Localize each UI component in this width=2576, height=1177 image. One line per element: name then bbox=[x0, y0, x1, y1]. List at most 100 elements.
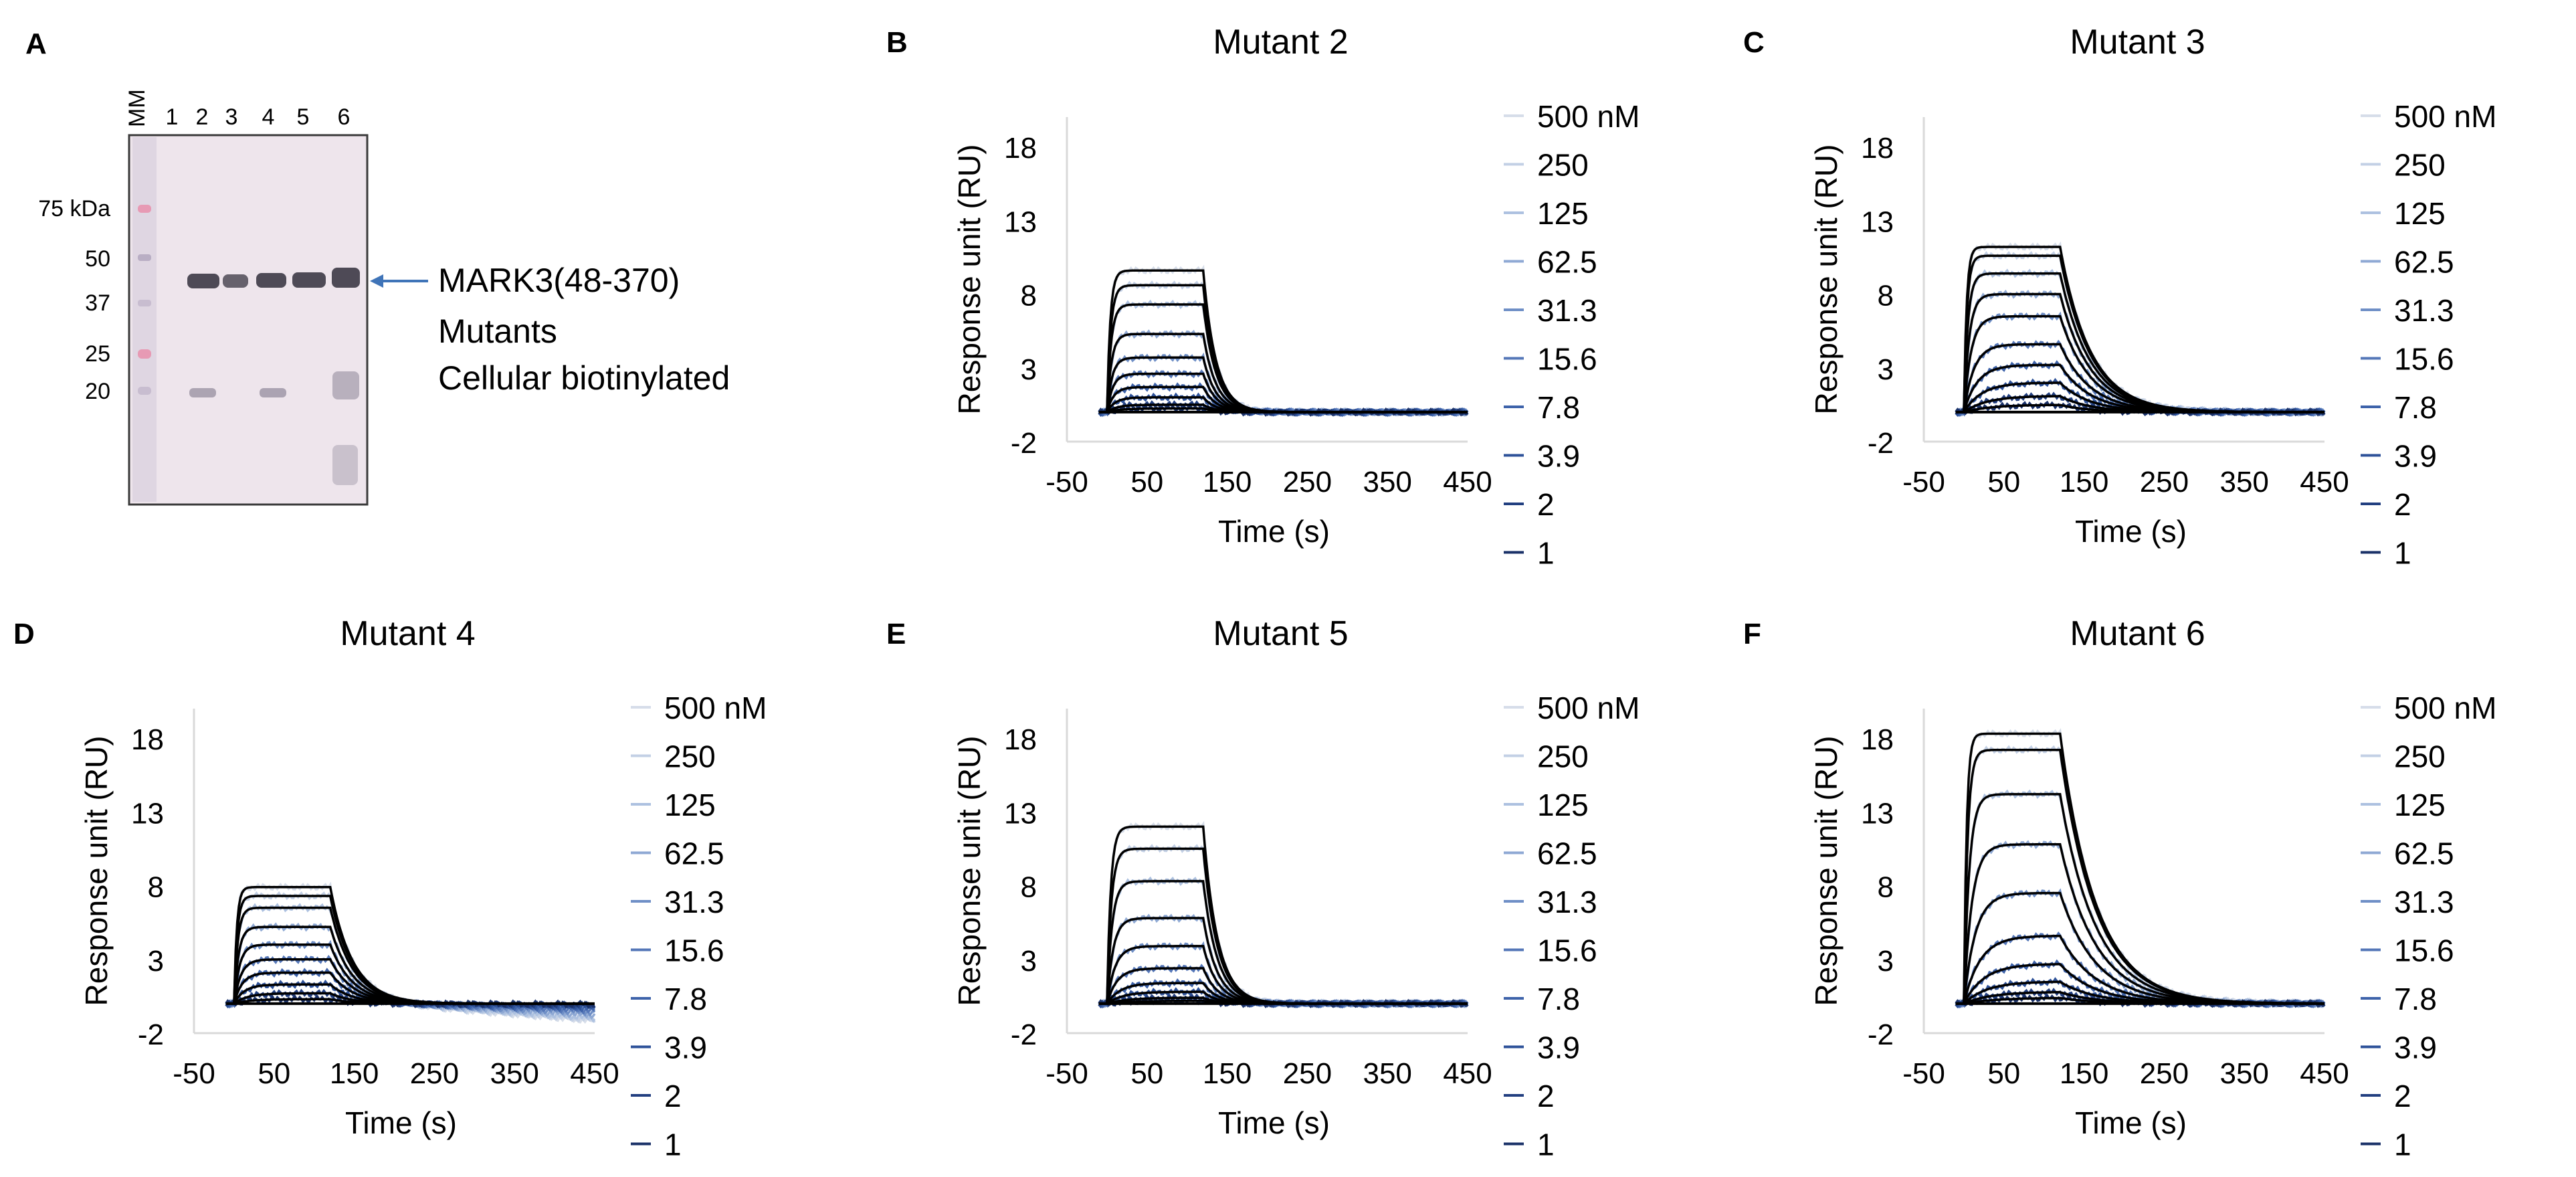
y-tick-label: 13 bbox=[1861, 797, 1894, 830]
legend-label: 125 bbox=[1537, 196, 1589, 231]
annotation-biotinylated: Cellular biotinylated bbox=[438, 359, 730, 397]
x-tick-label: 150 bbox=[2060, 466, 2108, 499]
band-arrow-head bbox=[370, 274, 383, 288]
x-tick-label: 350 bbox=[1363, 466, 1411, 499]
legend-label: 15.6 bbox=[664, 933, 724, 968]
legend-label: 500 nM bbox=[2394, 99, 2496, 134]
y-tick-label: 13 bbox=[1004, 205, 1037, 238]
fit-curve-250 bbox=[225, 895, 595, 1005]
marker-lane bbox=[132, 137, 157, 502]
panel-letter-f: F bbox=[1743, 618, 1761, 650]
x-tick-label: 150 bbox=[1203, 466, 1252, 499]
y-tick-label: -2 bbox=[1011, 427, 1037, 460]
x-tick-label: 250 bbox=[2140, 466, 2189, 499]
marker-label-75: 75 kDa bbox=[38, 196, 110, 221]
legend-label: 7.8 bbox=[1537, 982, 1580, 1016]
lane-label-5: 5 bbox=[297, 104, 310, 130]
x-tick-label: 150 bbox=[330, 1057, 379, 1090]
lane-label-6: 6 bbox=[338, 104, 351, 130]
legend-label: 250 bbox=[1537, 148, 1589, 183]
x-tick-label: -50 bbox=[1046, 466, 1088, 499]
legend-label: 250 bbox=[1537, 739, 1589, 774]
fit-curve-500-nM bbox=[1955, 732, 2324, 1005]
x-tick-label: 250 bbox=[1283, 466, 1332, 499]
y-tick-label: 18 bbox=[1861, 132, 1894, 165]
legend-label: 62.5 bbox=[2394, 245, 2454, 280]
blot-annotation: MARK3(48-370) Mutants Cellular biotinyla… bbox=[438, 262, 730, 397]
legend-label: 3.9 bbox=[2394, 439, 2437, 474]
legend-label: 15.6 bbox=[2394, 933, 2454, 968]
data-series-500-nM bbox=[1098, 820, 1469, 1008]
legend-label: 2 bbox=[2394, 487, 2411, 522]
x-tick-label: 350 bbox=[2219, 1057, 2268, 1090]
legend-label: 125 bbox=[2394, 788, 2446, 822]
x-tick-label: 250 bbox=[410, 1057, 459, 1090]
panel-letter-d: D bbox=[13, 618, 35, 650]
y-tick-label: -2 bbox=[1011, 1018, 1037, 1051]
lane-label-mm: MM bbox=[124, 89, 150, 127]
lower-band-lane-6 bbox=[332, 371, 359, 399]
x-tick-label: 450 bbox=[2300, 1057, 2349, 1090]
legend-label: 2 bbox=[1537, 1079, 1555, 1113]
y-tick-label: 3 bbox=[1878, 353, 1894, 386]
chart-title: Mutant 3 bbox=[2070, 23, 2205, 62]
panel-f: F Mutant 6 18 13 8 3 -2-50 50 150 250 350 450 Time (… bbox=[1743, 614, 2496, 1162]
marker-band-75 bbox=[138, 205, 151, 213]
y-axis-label: Response unit (RU) bbox=[1809, 736, 1844, 1006]
legend-label: 7.8 bbox=[664, 982, 707, 1016]
x-tick-label: 250 bbox=[2140, 1057, 2189, 1090]
x-tick-label: -50 bbox=[173, 1057, 215, 1090]
legend-label: 500 nM bbox=[2394, 691, 2496, 725]
panel-letter-e: E bbox=[886, 618, 906, 650]
x-tick-label: 450 bbox=[570, 1057, 619, 1090]
panel-letter-a: A bbox=[25, 27, 47, 60]
legend-label: 62.5 bbox=[1537, 245, 1597, 280]
chart-title: Mutant 6 bbox=[2070, 614, 2205, 653]
legend-label: 500 nM bbox=[1537, 691, 1640, 725]
data-series-125 bbox=[1955, 268, 2326, 418]
legend-label: 125 bbox=[1537, 788, 1589, 822]
band-lane-2 bbox=[187, 274, 219, 288]
band-lane-4 bbox=[256, 273, 286, 288]
panel-b: B Mutant 2 18 13 8 3 -2 -50 50 150 250 350 450 Time (… bbox=[886, 23, 1640, 571]
legend-label: 15.6 bbox=[1537, 933, 1597, 968]
legend-label: 7.8 bbox=[2394, 390, 2437, 425]
legend-label: 31.3 bbox=[664, 885, 724, 919]
data-series-500-nM bbox=[1955, 241, 2326, 417]
x-tick-label: 450 bbox=[1443, 466, 1492, 499]
y-tick-label: 3 bbox=[1021, 945, 1037, 978]
legend-label: 250 bbox=[664, 739, 716, 774]
legend-label: 31.3 bbox=[2394, 293, 2454, 328]
marker-band-20 bbox=[138, 387, 151, 395]
lane-label-4: 4 bbox=[262, 104, 275, 130]
chart-title: Mutant 2 bbox=[1213, 23, 1348, 62]
y-tick-label: -2 bbox=[1868, 1018, 1894, 1051]
fit-curve-500-nM bbox=[1098, 825, 1468, 1005]
marker-label-20: 20 bbox=[85, 379, 110, 404]
x-tick-label: -50 bbox=[1902, 1057, 1945, 1090]
fit-curve-250 bbox=[1955, 254, 2324, 414]
legend-label: 1 bbox=[1537, 536, 1555, 571]
protein-bands bbox=[187, 268, 360, 288]
legend-label: 7.8 bbox=[1537, 390, 1580, 425]
smear-lane-6 bbox=[332, 445, 358, 485]
panel-e: E Mutant 5 18 13 8 3 -2 -50 50 150 250 350 450 Time (… bbox=[886, 614, 1640, 1162]
legend-label: 3.9 bbox=[664, 1030, 707, 1065]
marker-label-25: 25 bbox=[85, 341, 110, 367]
legend-label: 62.5 bbox=[2394, 836, 2454, 871]
y-tick-label: 3 bbox=[1021, 353, 1037, 386]
data-series-125 bbox=[1098, 876, 1469, 1009]
y-tick-label: 18 bbox=[1004, 723, 1037, 756]
x-tick-label: -50 bbox=[1902, 466, 1945, 499]
x-axis-label: Time (s) bbox=[1218, 514, 1330, 549]
lower-band-lane-2 bbox=[189, 388, 216, 397]
x-tick-label: 50 bbox=[1130, 466, 1163, 499]
x-tick-label: 450 bbox=[2300, 466, 2349, 499]
lane-label-3: 3 bbox=[225, 104, 238, 130]
legend-label: 1 bbox=[2394, 536, 2411, 571]
panel-d: D Mutant 4 18 13 8 3 -2 -50 50 150 250 350 450 Time (… bbox=[13, 614, 767, 1162]
legend-label: 125 bbox=[2394, 196, 2446, 231]
blot-membrane bbox=[128, 134, 369, 506]
x-tick-label: 450 bbox=[1443, 1057, 1492, 1090]
